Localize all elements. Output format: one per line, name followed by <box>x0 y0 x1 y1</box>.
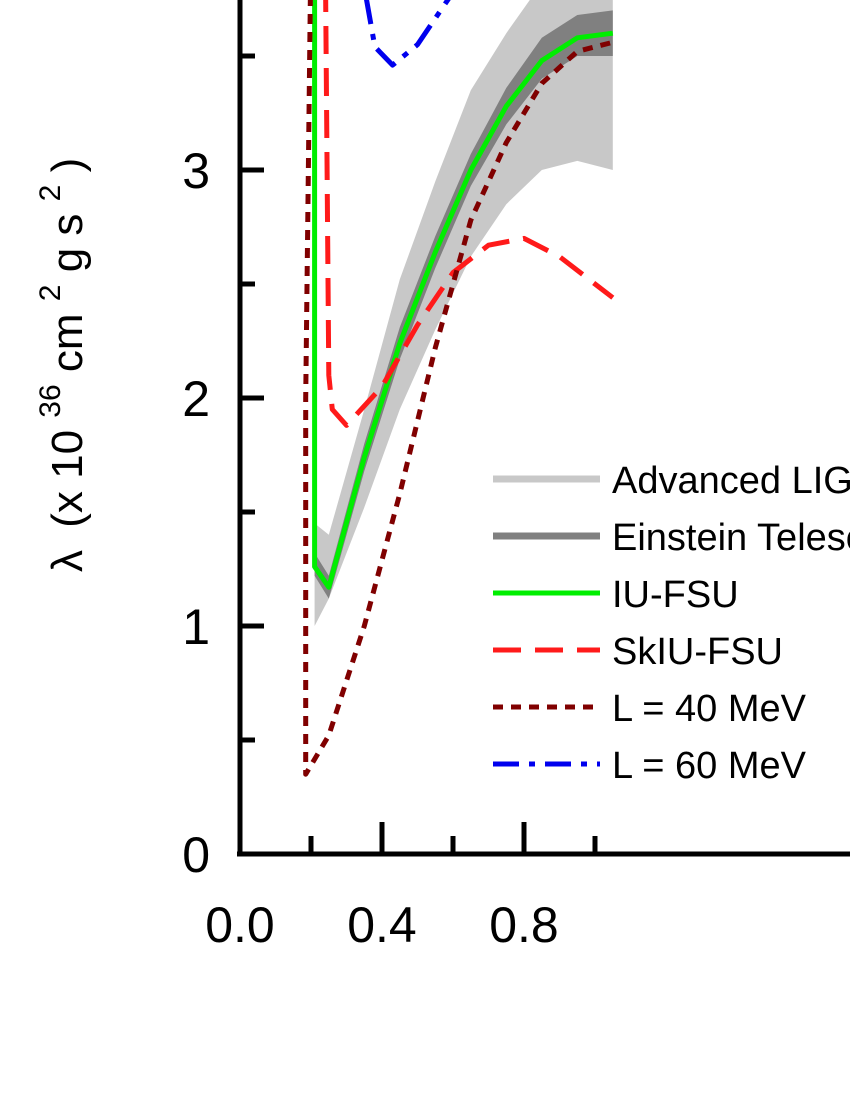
legend: Advanced LIGO Einstein Telescope IU-FSU SkI… <box>493 460 850 787</box>
y-label-open: (x 10 <box>43 430 92 528</box>
axes: 0 1 2 3 0.0 0.4 0.8 <box>182 0 850 953</box>
y-tick-label: 1 <box>182 599 210 655</box>
y-tick-label: 3 <box>182 143 210 199</box>
band-advanced-ligo <box>314 0 613 667</box>
series-line-l-60-mev <box>364 0 451 68</box>
y-label-close: ) <box>43 158 92 173</box>
legend-label: Advanced LIGO <box>612 460 850 502</box>
legend-label: L = 40 MeV <box>612 688 807 730</box>
x-tick-label: 0.0 <box>205 897 275 953</box>
x-tick-label: 0.8 <box>489 897 559 953</box>
legend-item-skiu-fsu: SkIU-FSU <box>493 631 783 673</box>
legend-label: L = 60 MeV <box>612 745 807 787</box>
series-line-iu-fsu <box>312 0 614 590</box>
series-line-l-40-mev <box>303 0 614 777</box>
series-lines <box>303 0 615 777</box>
legend-item-einstein-telescope: Einstein Telescope <box>493 517 850 559</box>
band-einstein-telescope <box>314 10 613 599</box>
x-ticks: 0.0 0.4 0.8 <box>205 822 598 953</box>
legend-label: Einstein Telescope <box>612 517 850 559</box>
y-tick-label: 2 <box>182 371 210 427</box>
y-label-lambda: λ <box>43 550 92 572</box>
y-tick-label: 0 <box>182 827 210 883</box>
y-label-cm: cm <box>43 313 92 372</box>
y-label-exp2b: 2 <box>34 185 67 202</box>
y-label-exp36: 36 <box>34 384 67 417</box>
bands <box>314 0 613 667</box>
legend-item-l-60-mev: L = 60 MeV <box>493 745 807 787</box>
legend-item-advanced-ligo: Advanced LIGO <box>493 460 850 502</box>
y-label-gs: g s <box>43 214 92 273</box>
y-ticks: 0 1 2 3 <box>182 53 264 883</box>
legend-item-iu-fsu: IU-FSU <box>493 574 739 616</box>
legend-label: IU-FSU <box>612 574 739 616</box>
x-tick-label: 0.4 <box>347 897 417 953</box>
legend-item-l-40-mev: L = 40 MeV <box>493 688 807 730</box>
y-label-exp2a: 2 <box>34 285 67 302</box>
series-line-skiu-fsu <box>323 0 615 428</box>
plot-area <box>303 0 615 777</box>
y-axis-label: λ (x 10 36 cm 2 g s 2 ) <box>21 158 92 572</box>
legend-label: SkIU-FSU <box>612 631 783 673</box>
